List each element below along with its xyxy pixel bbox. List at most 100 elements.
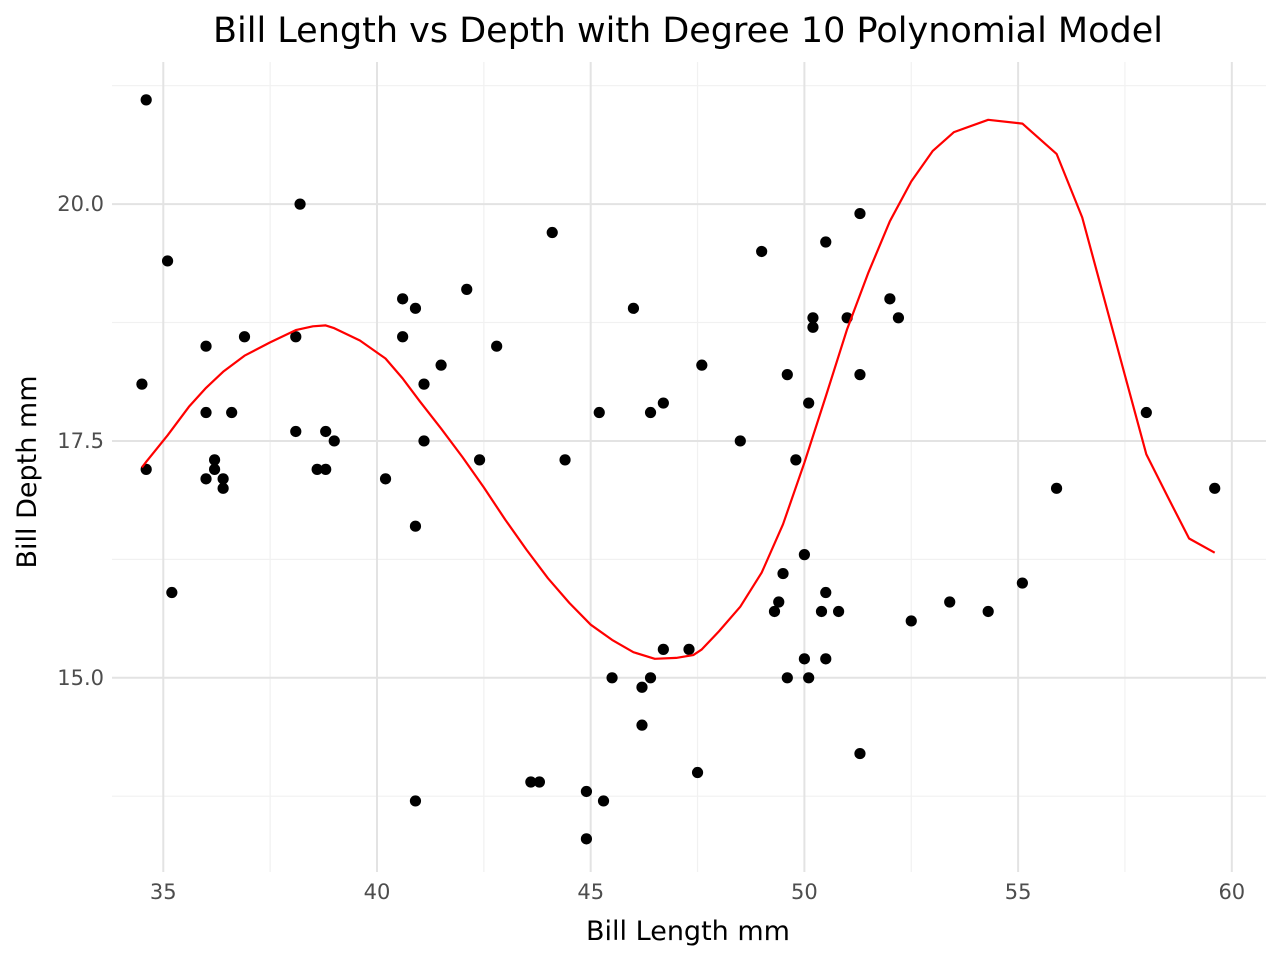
data-point bbox=[226, 406, 238, 419]
data-point bbox=[644, 672, 657, 684]
data-point bbox=[683, 643, 695, 655]
data-point bbox=[781, 369, 793, 381]
data-point bbox=[409, 302, 422, 314]
y-axis-title: Bill Depth mm bbox=[12, 375, 43, 568]
data-point bbox=[884, 293, 896, 305]
data-point bbox=[525, 776, 537, 788]
data-point bbox=[217, 482, 229, 494]
data-point bbox=[208, 463, 221, 475]
data-point bbox=[854, 747, 866, 760]
data-point bbox=[580, 785, 593, 798]
data-point bbox=[854, 207, 866, 220]
data-point bbox=[328, 435, 340, 447]
y-tick-label: 17.5 bbox=[57, 429, 104, 453]
data-point bbox=[756, 245, 768, 258]
x-tick-label: 45 bbox=[577, 880, 604, 904]
data-point bbox=[807, 312, 819, 324]
data-point bbox=[208, 454, 221, 466]
data-point bbox=[461, 283, 473, 295]
data-point bbox=[636, 719, 648, 731]
data-point bbox=[820, 586, 832, 599]
data-point bbox=[820, 653, 832, 665]
data-point bbox=[140, 94, 152, 106]
data-point bbox=[781, 672, 793, 684]
data-point bbox=[815, 605, 828, 618]
data-point bbox=[798, 653, 811, 665]
data-point bbox=[379, 473, 392, 485]
data-point bbox=[1140, 406, 1152, 419]
x-tick-label: 60 bbox=[1218, 880, 1245, 904]
y-tick-label: 20.0 bbox=[57, 192, 104, 216]
data-point bbox=[597, 795, 610, 807]
data-point bbox=[1209, 482, 1221, 494]
data-point bbox=[559, 454, 571, 466]
data-point bbox=[691, 766, 704, 779]
data-point bbox=[397, 293, 409, 305]
data-point bbox=[892, 312, 905, 324]
data-point bbox=[294, 198, 306, 210]
data-point bbox=[409, 795, 422, 807]
data-point bbox=[320, 463, 332, 475]
data-point bbox=[546, 226, 558, 239]
data-point bbox=[982, 605, 994, 618]
data-point bbox=[905, 615, 917, 627]
data-point bbox=[320, 425, 332, 438]
minor-gridlines bbox=[112, 62, 1266, 872]
data-point bbox=[773, 596, 785, 608]
data-point bbox=[435, 359, 447, 371]
data-point bbox=[636, 681, 648, 693]
data-point bbox=[606, 672, 618, 684]
data-point bbox=[533, 776, 546, 788]
data-points bbox=[136, 94, 1221, 845]
major-gridlines bbox=[112, 62, 1266, 872]
data-point bbox=[473, 454, 486, 466]
data-point bbox=[418, 378, 430, 390]
data-point bbox=[593, 406, 605, 419]
data-point bbox=[397, 331, 409, 343]
x-tick-label: 35 bbox=[150, 880, 177, 904]
data-point bbox=[311, 463, 323, 475]
data-point bbox=[803, 397, 815, 409]
data-point bbox=[777, 567, 789, 580]
data-point bbox=[790, 454, 802, 466]
data-point bbox=[832, 605, 845, 618]
data-point bbox=[290, 331, 302, 343]
data-point bbox=[807, 321, 819, 333]
data-point bbox=[854, 369, 866, 381]
data-point bbox=[803, 672, 815, 684]
x-axis-tick-labels: 35 40 45 50 55 60 bbox=[150, 880, 1245, 904]
y-tick-label: 15.0 bbox=[57, 666, 104, 690]
data-point bbox=[136, 378, 148, 390]
data-point bbox=[1016, 577, 1028, 589]
data-point bbox=[217, 473, 229, 485]
data-point bbox=[161, 255, 174, 267]
data-point bbox=[238, 331, 251, 343]
x-tick-label: 55 bbox=[1005, 880, 1032, 904]
x-tick-label: 50 bbox=[791, 880, 818, 904]
data-point bbox=[657, 643, 669, 655]
data-point bbox=[491, 340, 503, 352]
data-point bbox=[644, 406, 657, 419]
data-point bbox=[657, 397, 669, 409]
data-point bbox=[1050, 482, 1063, 494]
data-point bbox=[696, 359, 708, 371]
x-tick-label: 40 bbox=[364, 880, 391, 904]
data-point bbox=[200, 340, 212, 352]
data-point bbox=[418, 435, 430, 447]
data-point bbox=[944, 596, 956, 608]
fit-line bbox=[141, 118, 1216, 660]
data-point bbox=[820, 236, 832, 248]
data-point bbox=[166, 586, 178, 599]
data-point bbox=[798, 549, 811, 561]
data-point bbox=[627, 302, 640, 314]
data-point bbox=[580, 833, 593, 845]
data-point bbox=[290, 425, 302, 438]
y-axis-tick-labels: 15.0 17.5 20.0 bbox=[57, 192, 104, 690]
fit-line-layer bbox=[141, 118, 1216, 660]
data-point bbox=[200, 473, 212, 485]
data-point bbox=[409, 520, 422, 532]
data-point bbox=[734, 435, 746, 447]
data-point bbox=[768, 605, 781, 618]
x-axis-title: Bill Length mm bbox=[586, 916, 790, 947]
